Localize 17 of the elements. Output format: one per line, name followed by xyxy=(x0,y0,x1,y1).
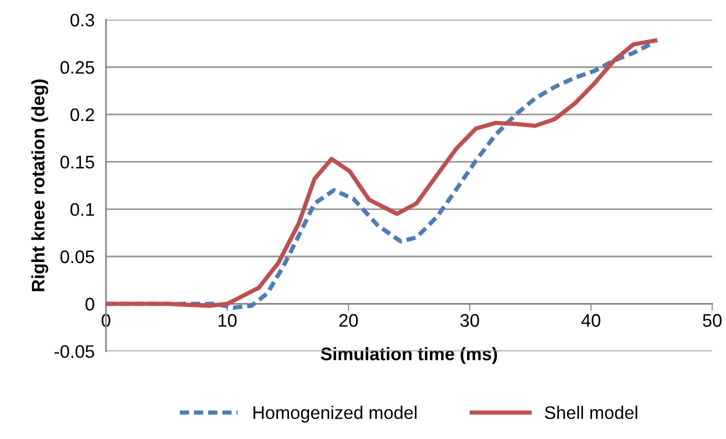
x-tick-label: 20 xyxy=(339,314,358,327)
x-tick-label: 40 xyxy=(581,314,600,327)
x-tick-label: 10 xyxy=(218,314,237,327)
legend-label: Shell model xyxy=(544,406,638,420)
y-tick-label: 0 xyxy=(86,298,94,311)
y-tick-label: 0.05 xyxy=(60,250,94,264)
y-tick-label: -0.05 xyxy=(54,345,94,358)
legend-label: Homogenized model xyxy=(254,406,416,423)
x-tick-label: 50 xyxy=(702,314,722,327)
y-axis-title: Right knee rotation (deg) xyxy=(31,80,48,292)
y-tick-label: 0.3 xyxy=(70,14,94,26)
x-axis-title: Simulation time (ms) xyxy=(320,347,497,364)
y-tick-label: 0.25 xyxy=(60,61,94,74)
y-tick-label: 0.1 xyxy=(70,203,94,216)
y-tick-label: 0.15 xyxy=(60,156,94,169)
x-tick-label: 30 xyxy=(460,314,480,327)
y-tick-label: 0.2 xyxy=(70,108,94,122)
